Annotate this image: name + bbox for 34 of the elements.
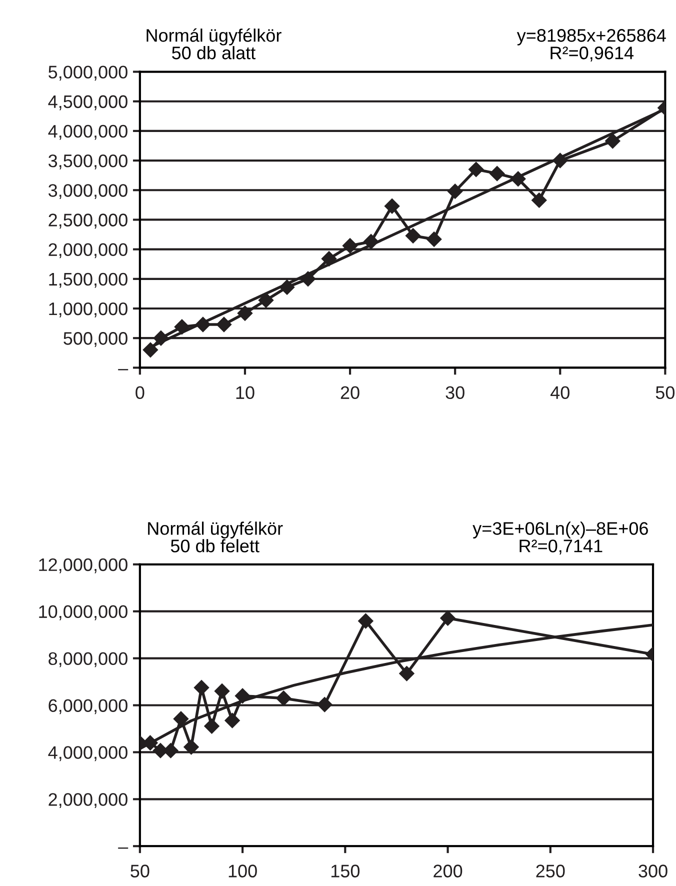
y-tick-label: 2,000,000 — [48, 793, 128, 808]
x-tick-label: 300 — [638, 864, 668, 878]
text: y=81985x+265864 R²=0,9614 — [516, 29, 666, 62]
x-tick-label: 30 — [446, 386, 464, 400]
y-tick-label: 3,000,000 — [48, 184, 128, 199]
x-tick-label: 50 — [656, 386, 675, 400]
y-tick-label: 10,000,000 — [39, 605, 128, 620]
x-tick-label: 150 — [331, 864, 360, 878]
y-tick-label: – — [118, 369, 128, 370]
x-tick-label: 0 — [136, 386, 144, 400]
y-tick-label: 500,000 — [64, 332, 128, 347]
y-tick-label: – — [118, 847, 128, 849]
y-tick-label: 2,000,000 — [48, 243, 128, 258]
y-tick-label: 2,500,000 — [48, 214, 128, 229]
y-tick-label: 6,000,000 — [48, 699, 128, 714]
x-tick-label: 40 — [550, 386, 570, 400]
x-tick-label: 50 — [130, 864, 150, 878]
chart-title: Normál ügyfélkör 50 db felett — [148, 521, 283, 552]
text: y=3E+06Ln(x)–8E+06 R²=0,7141 — [472, 522, 648, 554]
y-tick-label: 4,000,000 — [48, 124, 128, 140]
y-tick-label: 12,000,000 — [39, 558, 128, 574]
y-tick-label: 1,000,000 — [49, 302, 128, 318]
x-tick-label: 100 — [228, 864, 257, 878]
x-tick-label: 10 — [236, 386, 254, 400]
y-tick-label: 4,500,000 — [48, 95, 128, 110]
y-tick-label: 1,500,000 — [49, 272, 128, 288]
chart-title: Normál ügyfélkör 50 db alatt — [146, 28, 282, 60]
x-tick-label: 20 — [340, 386, 360, 400]
x-tick-label: 250 — [536, 864, 565, 878]
y-tick-label: 8,000,000 — [48, 652, 128, 668]
x-tick-label: 200 — [434, 864, 462, 878]
y-tick-label: 4,000,000 — [48, 746, 128, 762]
y-tick-label: 5,000,000 — [48, 66, 128, 81]
y-tick-label: 3,500,000 — [48, 154, 128, 170]
